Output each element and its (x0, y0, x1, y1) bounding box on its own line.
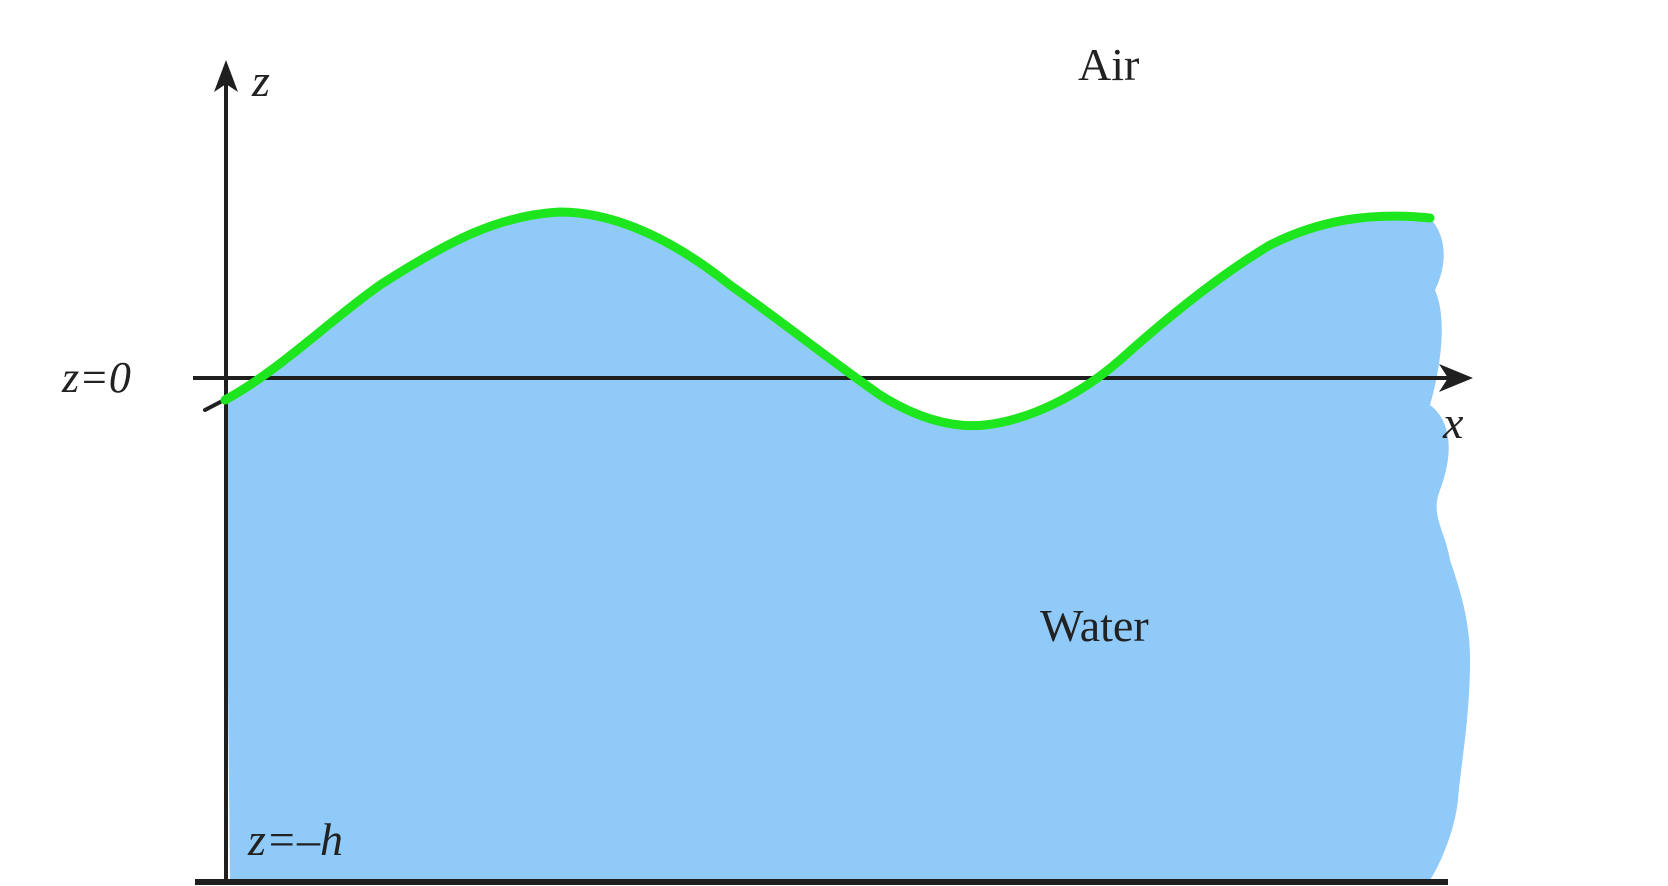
z-axis-arrowhead (214, 60, 238, 92)
water-region (225, 212, 1470, 882)
water-label: Water (1040, 600, 1149, 651)
free-surface-curve (220, 207, 1435, 431)
bottom-level-label: z=–h (247, 814, 343, 865)
air-label: Air (1078, 39, 1139, 90)
x-axis-label: x (1442, 397, 1464, 448)
z-axis-label: z (251, 55, 270, 106)
x-axis-arrowhead (1439, 364, 1473, 392)
surface-level-label: z=0 (61, 353, 131, 402)
